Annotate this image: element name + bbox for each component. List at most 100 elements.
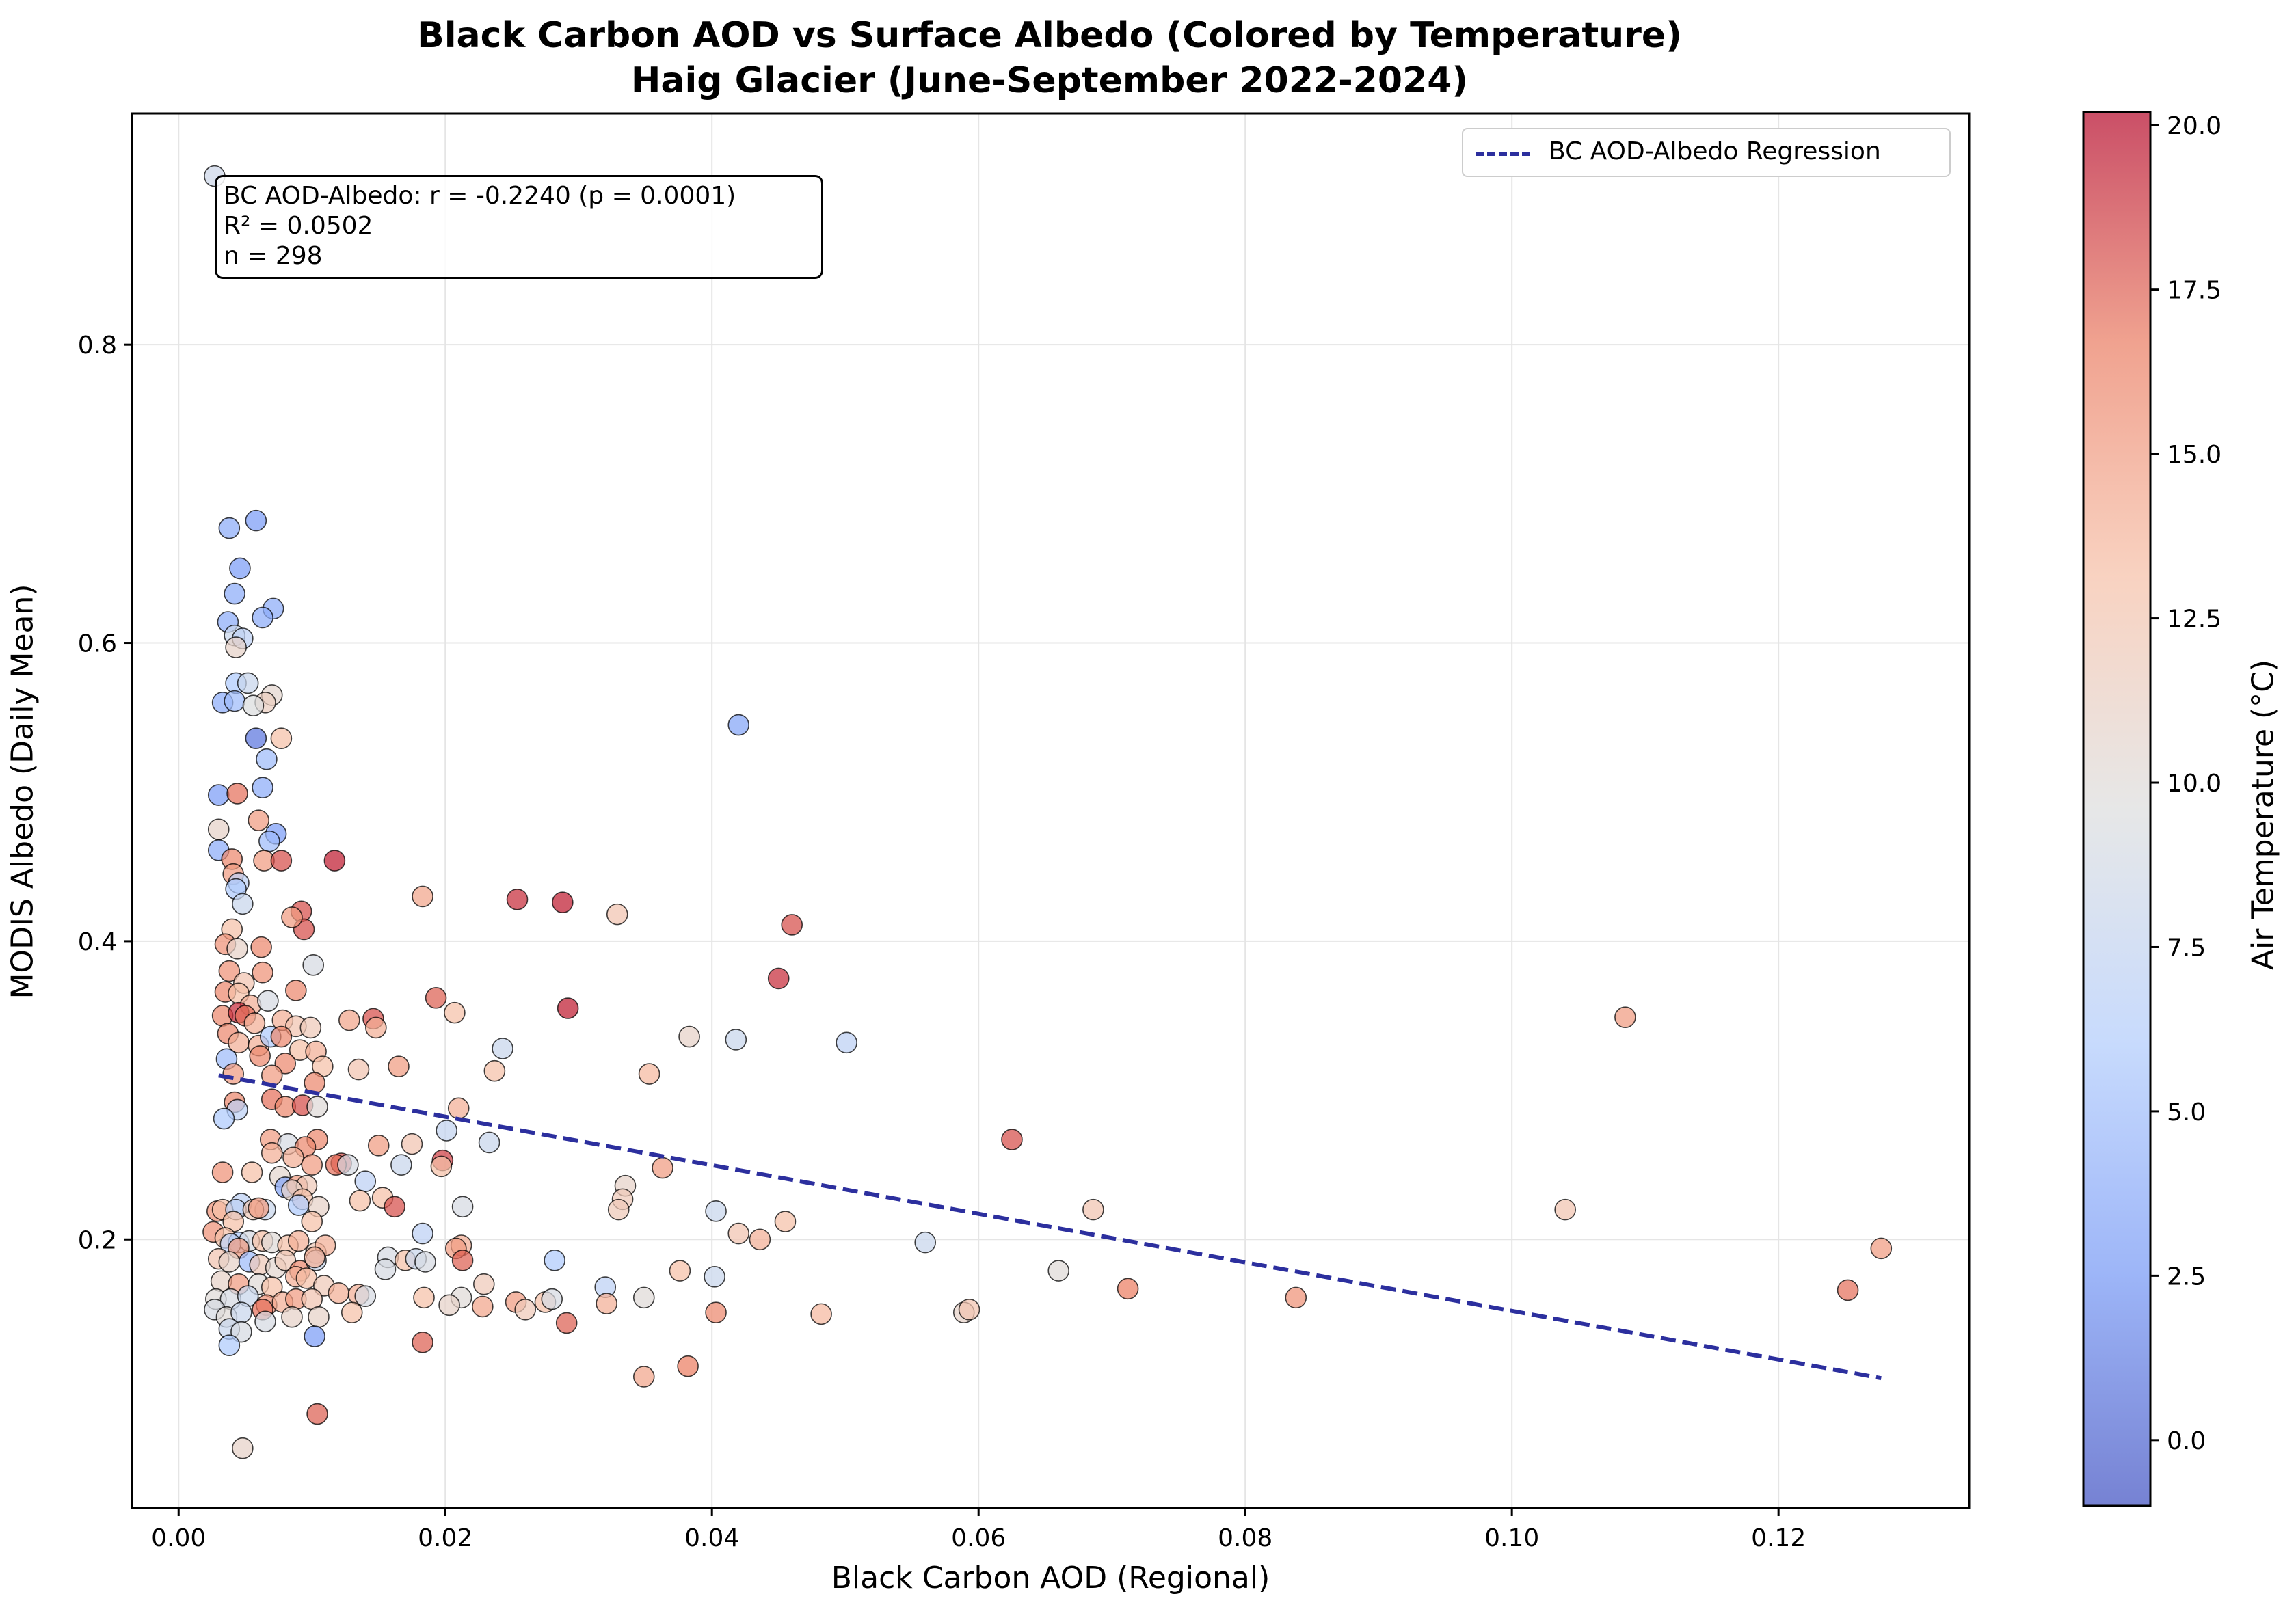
data-point	[1837, 1279, 1859, 1301]
data-point	[338, 1009, 360, 1031]
data-point	[767, 967, 790, 990]
data-point	[914, 1231, 937, 1254]
data-point	[218, 1334, 241, 1356]
data-point	[347, 1058, 370, 1081]
data-point	[237, 672, 259, 694]
data-point	[299, 1016, 322, 1039]
data-point	[232, 893, 254, 915]
chart-title: Black Carbon AOD vs Surface Albedo (Colo…	[417, 15, 1682, 56]
stats-line-n: n = 298	[224, 242, 323, 270]
legend-label: BC AOD-Albedo Regression	[1549, 137, 1881, 165]
data-point	[544, 1250, 565, 1271]
data-point	[213, 1107, 235, 1130]
y-tick-label: 0.4	[78, 928, 117, 956]
data-point	[677, 1355, 699, 1377]
data-point	[413, 1286, 435, 1309]
data-point	[541, 1288, 563, 1310]
data-point	[390, 1154, 412, 1176]
data-point	[774, 1211, 797, 1232]
data-point	[256, 748, 278, 770]
data-point	[596, 1293, 617, 1314]
data-point	[301, 1154, 323, 1176]
data-point	[1870, 1237, 1893, 1260]
data-point	[705, 1301, 727, 1323]
data-point	[241, 1161, 263, 1183]
data-point	[245, 509, 267, 532]
data-point	[607, 1198, 630, 1221]
data-point	[354, 1285, 377, 1307]
data-point	[243, 1012, 266, 1034]
x-axis-label: Black Carbon AOD (Regional)	[831, 1561, 1270, 1595]
data-point	[669, 1260, 691, 1282]
data-point	[1001, 1129, 1023, 1150]
regression-line	[218, 1073, 1882, 1381]
data-point	[274, 1250, 297, 1271]
data-point	[704, 1266, 725, 1288]
data-point	[249, 1045, 271, 1067]
x-tick-label: 0.00	[151, 1524, 206, 1552]
data-point	[384, 1196, 405, 1218]
data-point	[430, 1155, 453, 1178]
colorbar-tick-label: 2.5	[2167, 1263, 2206, 1291]
data-point	[472, 1273, 495, 1295]
data-point	[261, 1142, 283, 1164]
data-point	[749, 1228, 771, 1251]
data-point	[1082, 1198, 1104, 1221]
data-point	[388, 1055, 410, 1077]
legend-dashed-line-icon	[1476, 152, 1530, 156]
data-point	[285, 980, 307, 1001]
data-point	[211, 1161, 234, 1183]
data-point	[492, 1038, 513, 1059]
data-point	[224, 690, 245, 712]
data-point	[436, 1120, 457, 1142]
data-point	[1614, 1006, 1636, 1028]
colorbar-tick-label: 17.5	[2167, 277, 2221, 305]
y-tick-label: 0.8	[78, 332, 117, 360]
data-point	[365, 1016, 387, 1039]
data-point	[252, 961, 273, 984]
data-point	[555, 1312, 578, 1334]
chart-subtitle: Haig Glacier (June-September 2022-2024)	[630, 60, 1469, 101]
colorbar-tick-label: 12.5	[2167, 606, 2221, 634]
data-point	[514, 1299, 537, 1321]
data-point	[302, 954, 324, 976]
data-point	[652, 1157, 673, 1179]
data-point	[270, 850, 293, 872]
x-tick-label: 0.12	[1751, 1524, 1806, 1552]
data-point	[781, 914, 803, 936]
stats-line-r-squared: R² = 0.0502	[224, 212, 373, 240]
data-point	[727, 714, 750, 736]
data-point	[438, 1294, 460, 1317]
data-point	[349, 1189, 371, 1212]
data-point	[337, 1154, 359, 1176]
data-point	[301, 1211, 323, 1232]
data-point	[224, 582, 245, 605]
stats-box: BC AOD-Albedo: r = -0.2240 (p = 0.0001) …	[215, 175, 823, 279]
plot-area-frame	[131, 112, 1971, 1509]
data-point	[412, 1222, 433, 1245]
scatter-points	[202, 165, 1893, 1459]
data-point	[270, 1025, 293, 1048]
data-point	[287, 1194, 310, 1216]
data-point	[270, 727, 293, 749]
data-point	[258, 830, 280, 852]
data-point	[958, 1299, 980, 1321]
data-point	[425, 987, 447, 1009]
data-point	[252, 777, 273, 798]
data-point	[207, 784, 230, 806]
data-point	[374, 1258, 397, 1280]
data-point	[225, 636, 247, 658]
data-point	[226, 783, 248, 805]
data-point	[250, 936, 272, 958]
data-point	[1117, 1278, 1139, 1300]
data-point	[412, 885, 433, 908]
data-point	[632, 1286, 655, 1309]
colorbar	[2082, 111, 2152, 1507]
data-point	[727, 1222, 750, 1245]
data-point	[354, 1170, 377, 1192]
colorbar-ticks: 0.0 2.5 5.0 7.5 10.0 12.5 15.0 17.5 20.0	[2150, 112, 2221, 1455]
data-point	[478, 1131, 500, 1154]
grid-lines	[132, 113, 1969, 1508]
data-point	[557, 997, 579, 1019]
data-point	[401, 1133, 423, 1155]
